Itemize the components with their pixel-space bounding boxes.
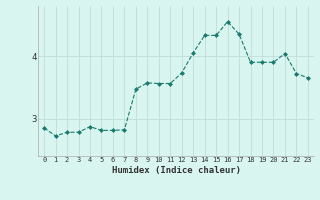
X-axis label: Humidex (Indice chaleur): Humidex (Indice chaleur)	[111, 166, 241, 175]
